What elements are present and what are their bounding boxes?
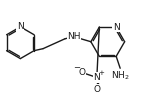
Text: NH: NH <box>67 32 81 41</box>
Text: O: O <box>93 85 100 94</box>
Text: O: O <box>78 68 85 77</box>
Text: N: N <box>93 73 100 82</box>
Text: N: N <box>17 22 24 31</box>
Text: N: N <box>113 23 120 32</box>
Text: NH$_2$: NH$_2$ <box>111 69 129 82</box>
Text: +: + <box>98 70 104 76</box>
Text: −: − <box>73 63 80 72</box>
